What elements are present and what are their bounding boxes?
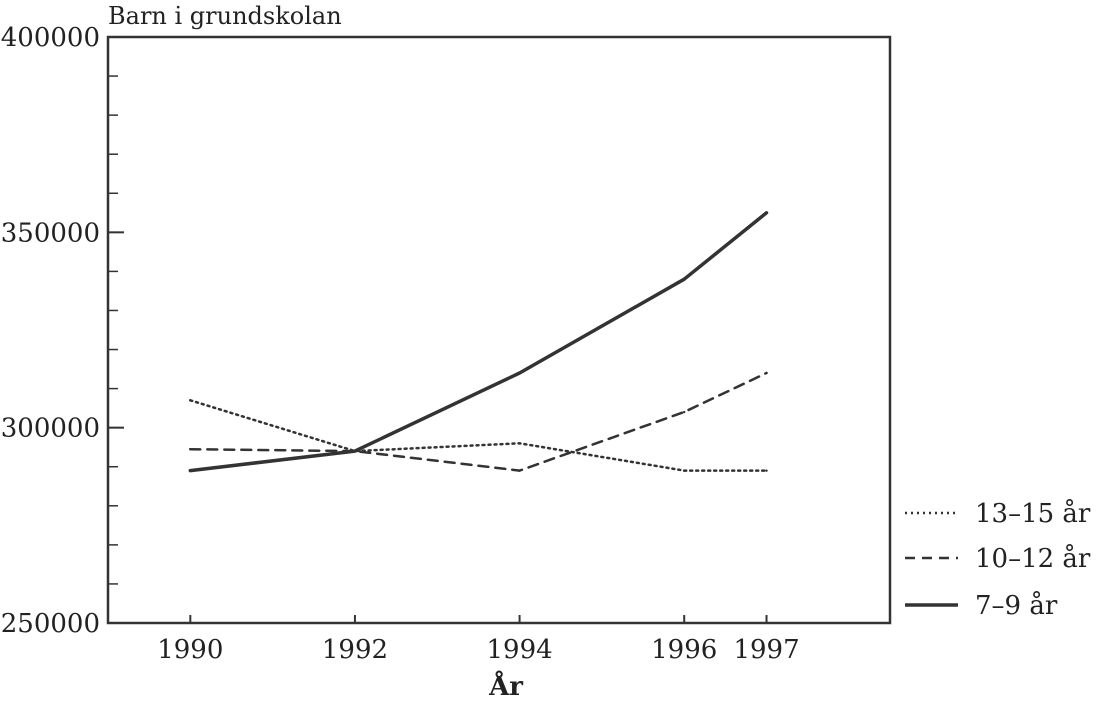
data-point <box>518 442 521 445</box>
y-axis: 250000 300000 350000 400000 <box>1 23 124 639</box>
x-axis-label: År <box>488 671 523 702</box>
data-point <box>683 469 686 472</box>
data-point <box>765 371 768 375</box>
x-tick-label: 1997 <box>733 635 799 665</box>
data-point <box>189 469 192 472</box>
data-point <box>518 469 521 472</box>
data-point <box>765 469 768 472</box>
data-point <box>189 399 192 402</box>
series-lines <box>188 211 769 473</box>
x-tick-label: 1992 <box>322 635 388 665</box>
series-line-1 <box>189 371 768 472</box>
y-tick-label: 300000 <box>1 414 100 444</box>
x-tick-label: 1994 <box>486 635 552 665</box>
plot-frame <box>106 35 892 625</box>
x-tick-label: 1990 <box>157 635 223 665</box>
y-axis-minor-ticks <box>108 36 118 624</box>
legend-label: 13–15 år <box>975 498 1091 529</box>
legend: 13–15 år 10–12 år 7–9 år <box>905 498 1091 621</box>
data-point <box>765 211 768 214</box>
y-tick-label: 350000 <box>1 218 100 248</box>
data-point <box>189 447 192 451</box>
legend-label: 7–9 år <box>975 590 1058 621</box>
data-point <box>353 449 357 453</box>
data-point <box>518 371 521 375</box>
x-tick-label: 1996 <box>651 635 717 665</box>
data-point <box>683 410 686 414</box>
y-tick-label: 250000 <box>1 609 100 639</box>
series-line-2 <box>188 211 769 473</box>
y-tick-label: 400000 <box>1 23 100 53</box>
x-axis: 1990 1992 1994 1996 1997 <box>157 615 800 665</box>
chart-title: Barn i grundskolan <box>108 2 342 30</box>
legend-label: 10–12 år <box>975 543 1091 574</box>
data-point <box>683 278 686 281</box>
